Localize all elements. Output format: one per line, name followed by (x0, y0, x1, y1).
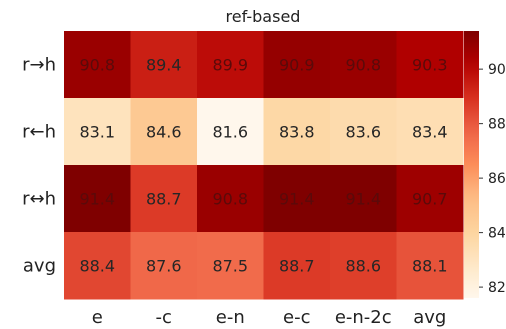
x-tick-label: e (92, 307, 103, 328)
cell-value-label: 81.6 (212, 123, 248, 142)
cell-value-label: 91.4 (279, 190, 315, 209)
chart-title: ref-based (226, 7, 301, 26)
heatmap-cell (396, 165, 464, 233)
x-tick-label: avg (413, 307, 446, 328)
heatmap-cell (396, 98, 464, 166)
x-tick-labels: e -c e-n e-c e-n-2c avg (92, 307, 447, 328)
heatmap-cell (130, 31, 198, 99)
heatmap-cell (330, 98, 397, 166)
cell-value-label: 90.3 (412, 56, 448, 75)
y-tick-labels: r→h r←h r↔h avg (22, 55, 56, 277)
heatmap-cell (330, 165, 397, 233)
x-tick-label: e-c (283, 307, 310, 328)
cell-value-label: 83.6 (345, 123, 381, 142)
cell-value-label: 90.8 (345, 56, 381, 75)
cell-value-label: 83.1 (79, 123, 115, 142)
x-tick-label: -c (156, 307, 172, 328)
cell-value-label: 91.4 (79, 190, 115, 209)
colorbar-gradient (464, 31, 479, 298)
cell-value-label: 90.8 (212, 190, 248, 209)
heatmap-cell (130, 98, 198, 166)
x-tick-label: e-n-2c (335, 307, 392, 328)
cell-value-label: 87.5 (212, 257, 248, 276)
heatmap-cell (263, 98, 331, 166)
cell-value-label: 88.4 (79, 257, 115, 276)
heatmap-cell (64, 165, 131, 233)
y-tick-label: r→h (22, 55, 56, 76)
x-tick-label: e-n (216, 307, 245, 328)
heatmap-cell (130, 165, 198, 233)
colorbar: 82 84 86 88 90 (464, 31, 506, 298)
colorbar-tick-label: 88 (488, 117, 506, 133)
cell-value-label: 91.4 (345, 190, 381, 209)
heatmap-cell (330, 31, 397, 99)
heatmap-cell (197, 232, 264, 300)
heatmap-cell (396, 232, 464, 300)
cell-value-label: 88.1 (412, 257, 448, 276)
colorbar-tick-label: 90 (488, 62, 506, 78)
cell-value-label: 89.4 (146, 56, 182, 75)
heatmap-cell (64, 31, 131, 99)
heatmap-cell (197, 98, 264, 166)
y-tick-label: avg (23, 256, 56, 277)
heatmap-cell (330, 232, 397, 300)
colorbar-tick-label: 84 (488, 226, 506, 242)
cell-value-label: 89.9 (212, 56, 248, 75)
cell-value-label: 83.4 (412, 123, 448, 142)
heatmap-cell (64, 98, 131, 166)
heatmap-cells: 90.8 89.4 89.9 90.9 90.8 90.3 83.1 84.6 81.6 83.8… (64, 31, 464, 300)
cell-value-label: 87.6 (146, 257, 182, 276)
cell-value-label: 84.6 (146, 123, 182, 142)
cell-value-label: 90.9 (279, 56, 315, 75)
cell-value-label: 90.7 (412, 190, 448, 209)
cell-value-label: 90.8 (79, 56, 115, 75)
heatmap-cell (263, 31, 331, 99)
cell-value-label: 83.8 (279, 123, 315, 142)
colorbar-tick-label: 86 (488, 171, 506, 187)
heatmap-cell (64, 232, 131, 300)
heatmap-cell (396, 31, 464, 99)
y-tick-label: r←h (22, 122, 56, 143)
y-tick-label: r↔h (22, 189, 56, 210)
cell-value-label: 88.7 (146, 190, 182, 209)
cell-value-label: 88.6 (345, 257, 381, 276)
cell-value-label: 88.7 (279, 257, 315, 276)
heatmap-cell (197, 165, 264, 233)
heatmap-cell (197, 31, 264, 99)
heatmap-cell (130, 232, 198, 300)
colorbar-tick-label: 82 (488, 280, 506, 296)
heatmap-cell (263, 165, 331, 233)
heatmap-cell (263, 232, 331, 300)
